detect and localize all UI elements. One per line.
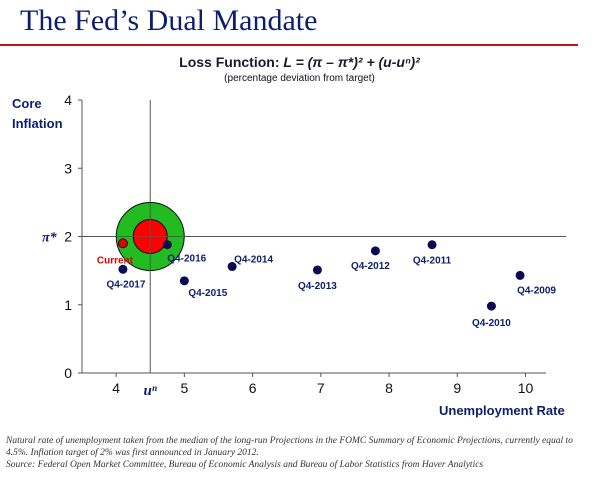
x-tick-label: 9	[453, 380, 461, 396]
data-point-q4-2014	[227, 262, 237, 272]
footnote: Natural rate of unemployment taken from …	[6, 435, 594, 471]
x-tick-label: 6	[249, 380, 257, 396]
data-label-q4-2016: Q4-2016	[167, 254, 206, 265]
data-point-q4-2017	[118, 264, 128, 274]
loss-function-formula: L = (π – π*)² + (u-uⁿ)²	[283, 54, 420, 70]
chart-subtitle: (percentage deviation from target)	[224, 73, 375, 84]
x-tick-label: 5	[180, 380, 188, 396]
y-tick-label: 2	[64, 229, 72, 245]
y-axis-label-line-1: Core	[12, 96, 42, 111]
chart-title: Loss Function: L = (π – π*)² + (u-uⁿ)²	[0, 54, 599, 70]
y-tick-label: 1	[64, 297, 72, 313]
data-label-q4-2014: Q4-2014	[234, 255, 273, 266]
x-axis-label: Unemployment Rate	[439, 403, 565, 418]
x-tick-label: 7	[317, 380, 325, 396]
y-axis-label: Core Inflation	[12, 94, 63, 134]
data-point-q4-2012	[370, 246, 380, 256]
data-label-q4-2012: Q4-2012	[351, 261, 390, 272]
data-point-q4-2016	[162, 240, 172, 250]
data-point-q4-2015	[179, 276, 189, 286]
data-point-q4-2011	[427, 240, 437, 250]
target-unemployment-label: uⁿ	[143, 383, 157, 399]
data-label-q4-2010: Q4-2010	[472, 318, 511, 329]
data-point-q4-2013	[312, 265, 322, 275]
data-point-q4-2010	[486, 301, 496, 311]
data-label-q4-2011: Q4-2011	[413, 256, 452, 267]
target-inflation-label: π*	[42, 231, 58, 246]
data-label-q4-2013: Q4-2013	[298, 281, 337, 292]
chart-title-prefix: Loss Function:	[179, 54, 284, 70]
x-tick-label: 10	[518, 380, 534, 396]
x-tick-label: 8	[385, 380, 393, 396]
y-axis-label-line-2: Inflation	[12, 116, 63, 131]
y-tick-label: 0	[64, 365, 72, 381]
current-data-label: Current	[97, 255, 134, 266]
footnote-source: Source: Federal Open Market Committee, B…	[6, 460, 484, 470]
slide-title: The Fed’s Dual Mandate	[20, 4, 318, 37]
y-tick-label: 4	[64, 92, 72, 108]
data-label-q4-2015: Q4-2015	[188, 288, 227, 299]
footnote-note: Natural rate of unemployment taken from …	[6, 436, 573, 458]
y-tick-label: 3	[64, 160, 72, 176]
current-data-point	[118, 238, 128, 249]
data-point-q4-2009	[515, 270, 525, 280]
x-tick-label: 4	[112, 380, 120, 396]
title-divider	[0, 44, 578, 46]
data-label-q4-2017: Q4-2017	[106, 279, 145, 290]
data-label-q4-2009: Q4-2009	[517, 285, 556, 296]
